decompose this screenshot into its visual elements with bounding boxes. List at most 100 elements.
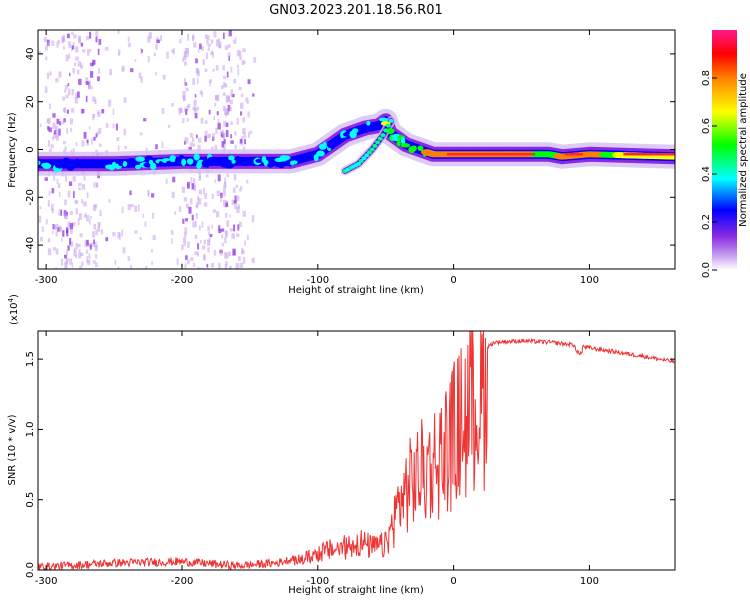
noise-speckle <box>220 196 222 202</box>
noise-speckle <box>90 62 94 67</box>
ridge-blob <box>49 159 58 166</box>
noise-speckle <box>81 140 85 147</box>
noise-speckle <box>236 50 241 57</box>
noise-speckle <box>220 228 225 232</box>
ridge-blob <box>193 153 200 161</box>
noise-speckle <box>230 121 233 126</box>
noise-speckle <box>49 103 51 110</box>
noise-speckle <box>215 211 220 218</box>
noise-speckle <box>213 250 217 256</box>
noise-speckle <box>247 79 251 85</box>
noise-speckle <box>147 36 151 43</box>
noise-speckle <box>97 48 100 56</box>
noise-speckle <box>76 69 80 75</box>
noise-speckle <box>187 241 190 248</box>
noise-speckle <box>239 262 243 269</box>
noise-speckle <box>214 179 217 183</box>
noise-speckle <box>134 59 137 63</box>
noise-speckle <box>240 93 244 98</box>
noise-speckle <box>75 46 79 53</box>
noise-speckle <box>138 72 142 79</box>
noise-speckle <box>53 130 57 135</box>
noise-speckle <box>118 49 121 55</box>
noise-speckle <box>207 225 210 232</box>
noise-speckle <box>65 175 68 182</box>
noise-speckle <box>165 178 168 185</box>
noise-speckle <box>212 68 215 72</box>
noise-speckle <box>224 252 227 259</box>
noise-speckle <box>84 212 87 218</box>
y-tick-label: -40 <box>25 237 36 253</box>
branch-blob <box>377 136 383 141</box>
noise-speckle <box>224 45 229 50</box>
ridge-blob <box>411 145 417 152</box>
noise-speckle <box>46 72 50 79</box>
noise-speckle <box>212 209 216 213</box>
noise-speckle <box>225 122 229 128</box>
noise-speckle <box>129 264 132 269</box>
noise-speckle <box>168 124 171 128</box>
noise-speckle <box>65 262 68 269</box>
noise-speckle <box>218 262 221 269</box>
snr-scale-exponent: 4 <box>7 297 15 302</box>
noise-speckle <box>233 233 235 240</box>
noise-speckle <box>68 181 73 186</box>
ridge-blob <box>127 157 136 163</box>
noise-speckle <box>242 127 246 134</box>
noise-speckle <box>97 76 100 82</box>
noise-speckle <box>220 249 223 256</box>
noise-speckle <box>114 259 117 265</box>
noise-speckle <box>189 142 194 147</box>
noise-speckle <box>249 130 253 134</box>
noise-speckle <box>226 220 230 228</box>
noise-speckle <box>54 225 57 229</box>
noise-speckle <box>231 199 235 206</box>
noise-speckle <box>207 134 210 139</box>
noise-speckle <box>98 68 101 74</box>
noise-speckle <box>98 143 102 147</box>
noise-speckle <box>242 210 246 217</box>
noise-speckle <box>233 78 237 84</box>
noise-speckle <box>90 215 92 220</box>
ridge-blob <box>322 141 328 149</box>
noise-speckle <box>246 235 249 241</box>
noise-speckle <box>242 256 246 264</box>
y-tick-label: 0 <box>25 146 36 152</box>
noise-speckle <box>90 71 94 78</box>
ridge-blob <box>150 162 157 170</box>
noise-speckle <box>207 247 210 253</box>
noise-speckle <box>127 256 131 261</box>
noise-speckle <box>98 223 101 228</box>
noise-speckle <box>201 245 206 250</box>
colorbar-gradient <box>712 30 737 270</box>
noise-speckle <box>179 206 182 213</box>
noise-speckle <box>98 127 102 135</box>
noise-speckle <box>85 249 89 254</box>
ridge-blob <box>228 155 235 161</box>
noise-speckle <box>226 173 230 178</box>
noise-speckle <box>93 223 97 230</box>
noise-speckle <box>90 86 93 90</box>
noise-speckle <box>204 120 208 125</box>
noise-speckle <box>211 224 213 229</box>
noise-speckle <box>171 49 174 53</box>
noise-speckle <box>227 52 231 58</box>
noise-speckle <box>204 192 207 199</box>
colorbar-tick-label: 0.0 <box>701 262 712 278</box>
colorbar-tick-label: 0.6 <box>701 118 712 134</box>
noise-speckle <box>225 212 228 218</box>
noise-speckle <box>66 33 70 39</box>
noise-speckle <box>233 174 237 181</box>
noise-speckle <box>223 108 227 116</box>
noise-speckle <box>211 193 214 200</box>
noise-speckle <box>211 50 214 54</box>
noise-speckle <box>223 105 226 111</box>
noise-speckle <box>67 245 70 251</box>
noise-speckle <box>220 132 225 138</box>
noise-speckle <box>195 67 199 74</box>
ridge-blob <box>291 160 298 165</box>
noise-speckle <box>172 176 176 183</box>
branch-blob <box>375 140 381 145</box>
noise-speckle <box>75 142 78 147</box>
noise-speckle <box>89 220 91 225</box>
